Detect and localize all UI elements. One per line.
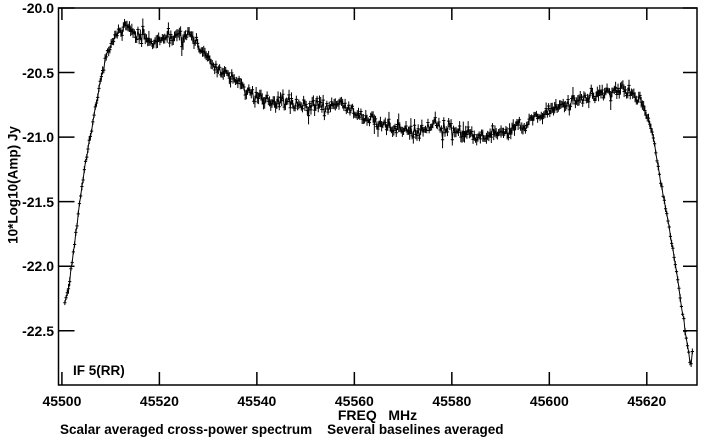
x-tick-label: 45580 (432, 393, 472, 409)
y-tick-label: -21.5 (22, 193, 54, 210)
y-tick-label: -21.0 (22, 129, 54, 146)
x-axis-title: FREQ MHz (337, 407, 418, 423)
y-tick-label: -22.5 (22, 322, 54, 339)
if-annotation: IF 5(RR) (73, 363, 125, 378)
x-tick-label: 45600 (529, 393, 569, 409)
x-tick-label: 45620 (627, 393, 667, 409)
y-tick-label: -22.0 (22, 258, 54, 275)
y-tick-label: -20.5 (22, 64, 54, 81)
x-tick-label: 45540 (237, 393, 277, 409)
x-tick-label: 45500 (42, 393, 82, 409)
x-tick-label: 45520 (139, 393, 179, 409)
caption-left: Scalar averaged cross-power spectrum (60, 422, 313, 437)
plot-caption: Scalar averaged cross-power spectrum Sev… (60, 422, 504, 437)
caption-right: Several baselines averaged (327, 422, 504, 437)
y-tick-label: -20.0 (22, 0, 54, 16)
x-tick-label: 45560 (334, 393, 374, 409)
